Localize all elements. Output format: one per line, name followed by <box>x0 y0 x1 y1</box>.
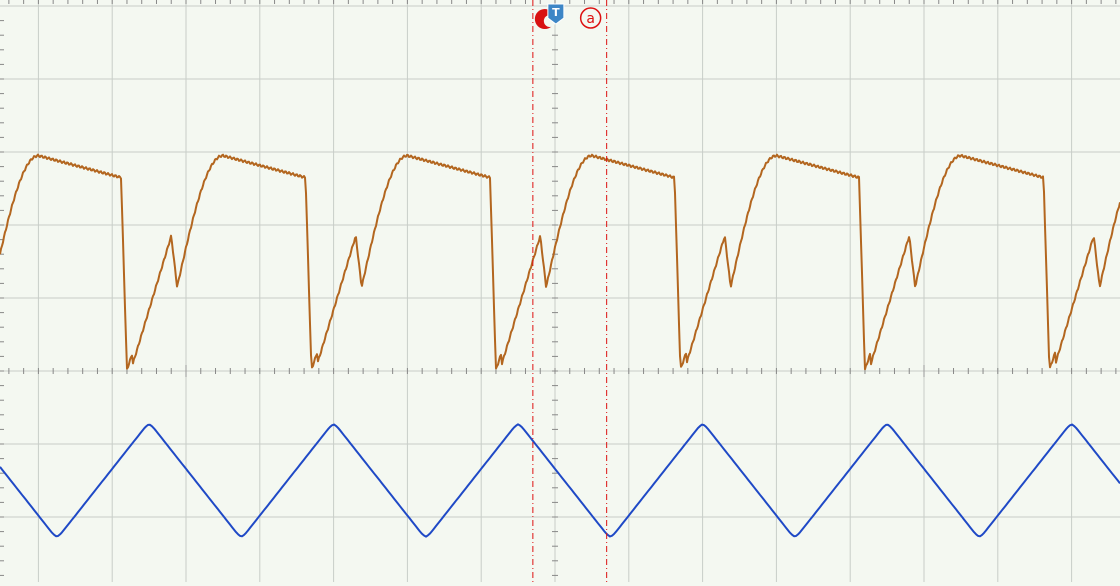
series-1-point <box>732 162 733 163</box>
series-1-point <box>377 155 378 156</box>
series-1-point <box>529 210 530 211</box>
series-1-point <box>499 349 500 350</box>
waveforms <box>0 153 1120 539</box>
series-2-point <box>241 538 242 539</box>
series-2-point <box>794 538 795 539</box>
series-1-point <box>706 239 707 240</box>
series-1-point <box>495 371 496 372</box>
series-1-point <box>186 239 187 240</box>
series-line-1 <box>0 153 1120 371</box>
series-1-point <box>798 177 799 178</box>
trigger-markers: T a <box>534 3 602 29</box>
series-2-point <box>333 422 334 423</box>
series-1-point <box>200 195 201 196</box>
series-1-point <box>894 283 895 284</box>
trigger-label: T <box>552 6 560 19</box>
trigger-position-icon[interactable]: T <box>534 3 565 29</box>
series-2-point <box>518 422 519 423</box>
series-1-point <box>311 371 312 372</box>
series-1-point <box>709 283 710 284</box>
series-1-point <box>337 239 338 240</box>
series-1-point <box>864 371 865 372</box>
series-1-point <box>245 162 246 163</box>
series-2-point <box>425 538 426 539</box>
series-1-point <box>924 210 925 211</box>
series-1-point <box>230 155 231 156</box>
series-2-point <box>924 473 925 474</box>
series-2-point <box>186 465 187 466</box>
series-2-point <box>887 422 888 423</box>
series-line-2 <box>0 423 1120 538</box>
series-1-point <box>687 298 688 299</box>
series-1-point <box>684 349 685 350</box>
series-1-point <box>521 239 522 240</box>
series-1-point <box>614 177 615 178</box>
series-1-point <box>713 210 714 211</box>
series-1-point <box>392 159 393 160</box>
series-1-point <box>429 177 430 178</box>
series-1-point <box>890 239 891 240</box>
series-1-point <box>315 349 316 350</box>
cursor-a-label: a <box>586 11 595 27</box>
cursor-a-icon[interactable]: a <box>579 7 602 29</box>
series-1-point <box>340 283 341 284</box>
series-1-point <box>761 159 762 160</box>
series-1-point <box>872 298 873 299</box>
series-1-point <box>868 349 869 350</box>
series-1-point <box>304 177 305 178</box>
series-1-point <box>577 159 578 160</box>
series-1-point <box>898 210 899 211</box>
series-1-point <box>525 283 526 284</box>
series-1-point <box>363 162 364 163</box>
series-2-point <box>702 422 703 423</box>
series-1-point <box>344 210 345 211</box>
series-1-point <box>562 155 563 156</box>
series-2-point <box>610 538 611 539</box>
series-1-point <box>318 298 319 299</box>
cursor-lines <box>532 0 608 582</box>
series-1-point <box>503 298 504 299</box>
series-1-point <box>680 371 681 372</box>
series-1-point <box>215 162 216 163</box>
series-1-point <box>746 155 747 156</box>
series-1-point <box>547 162 548 163</box>
